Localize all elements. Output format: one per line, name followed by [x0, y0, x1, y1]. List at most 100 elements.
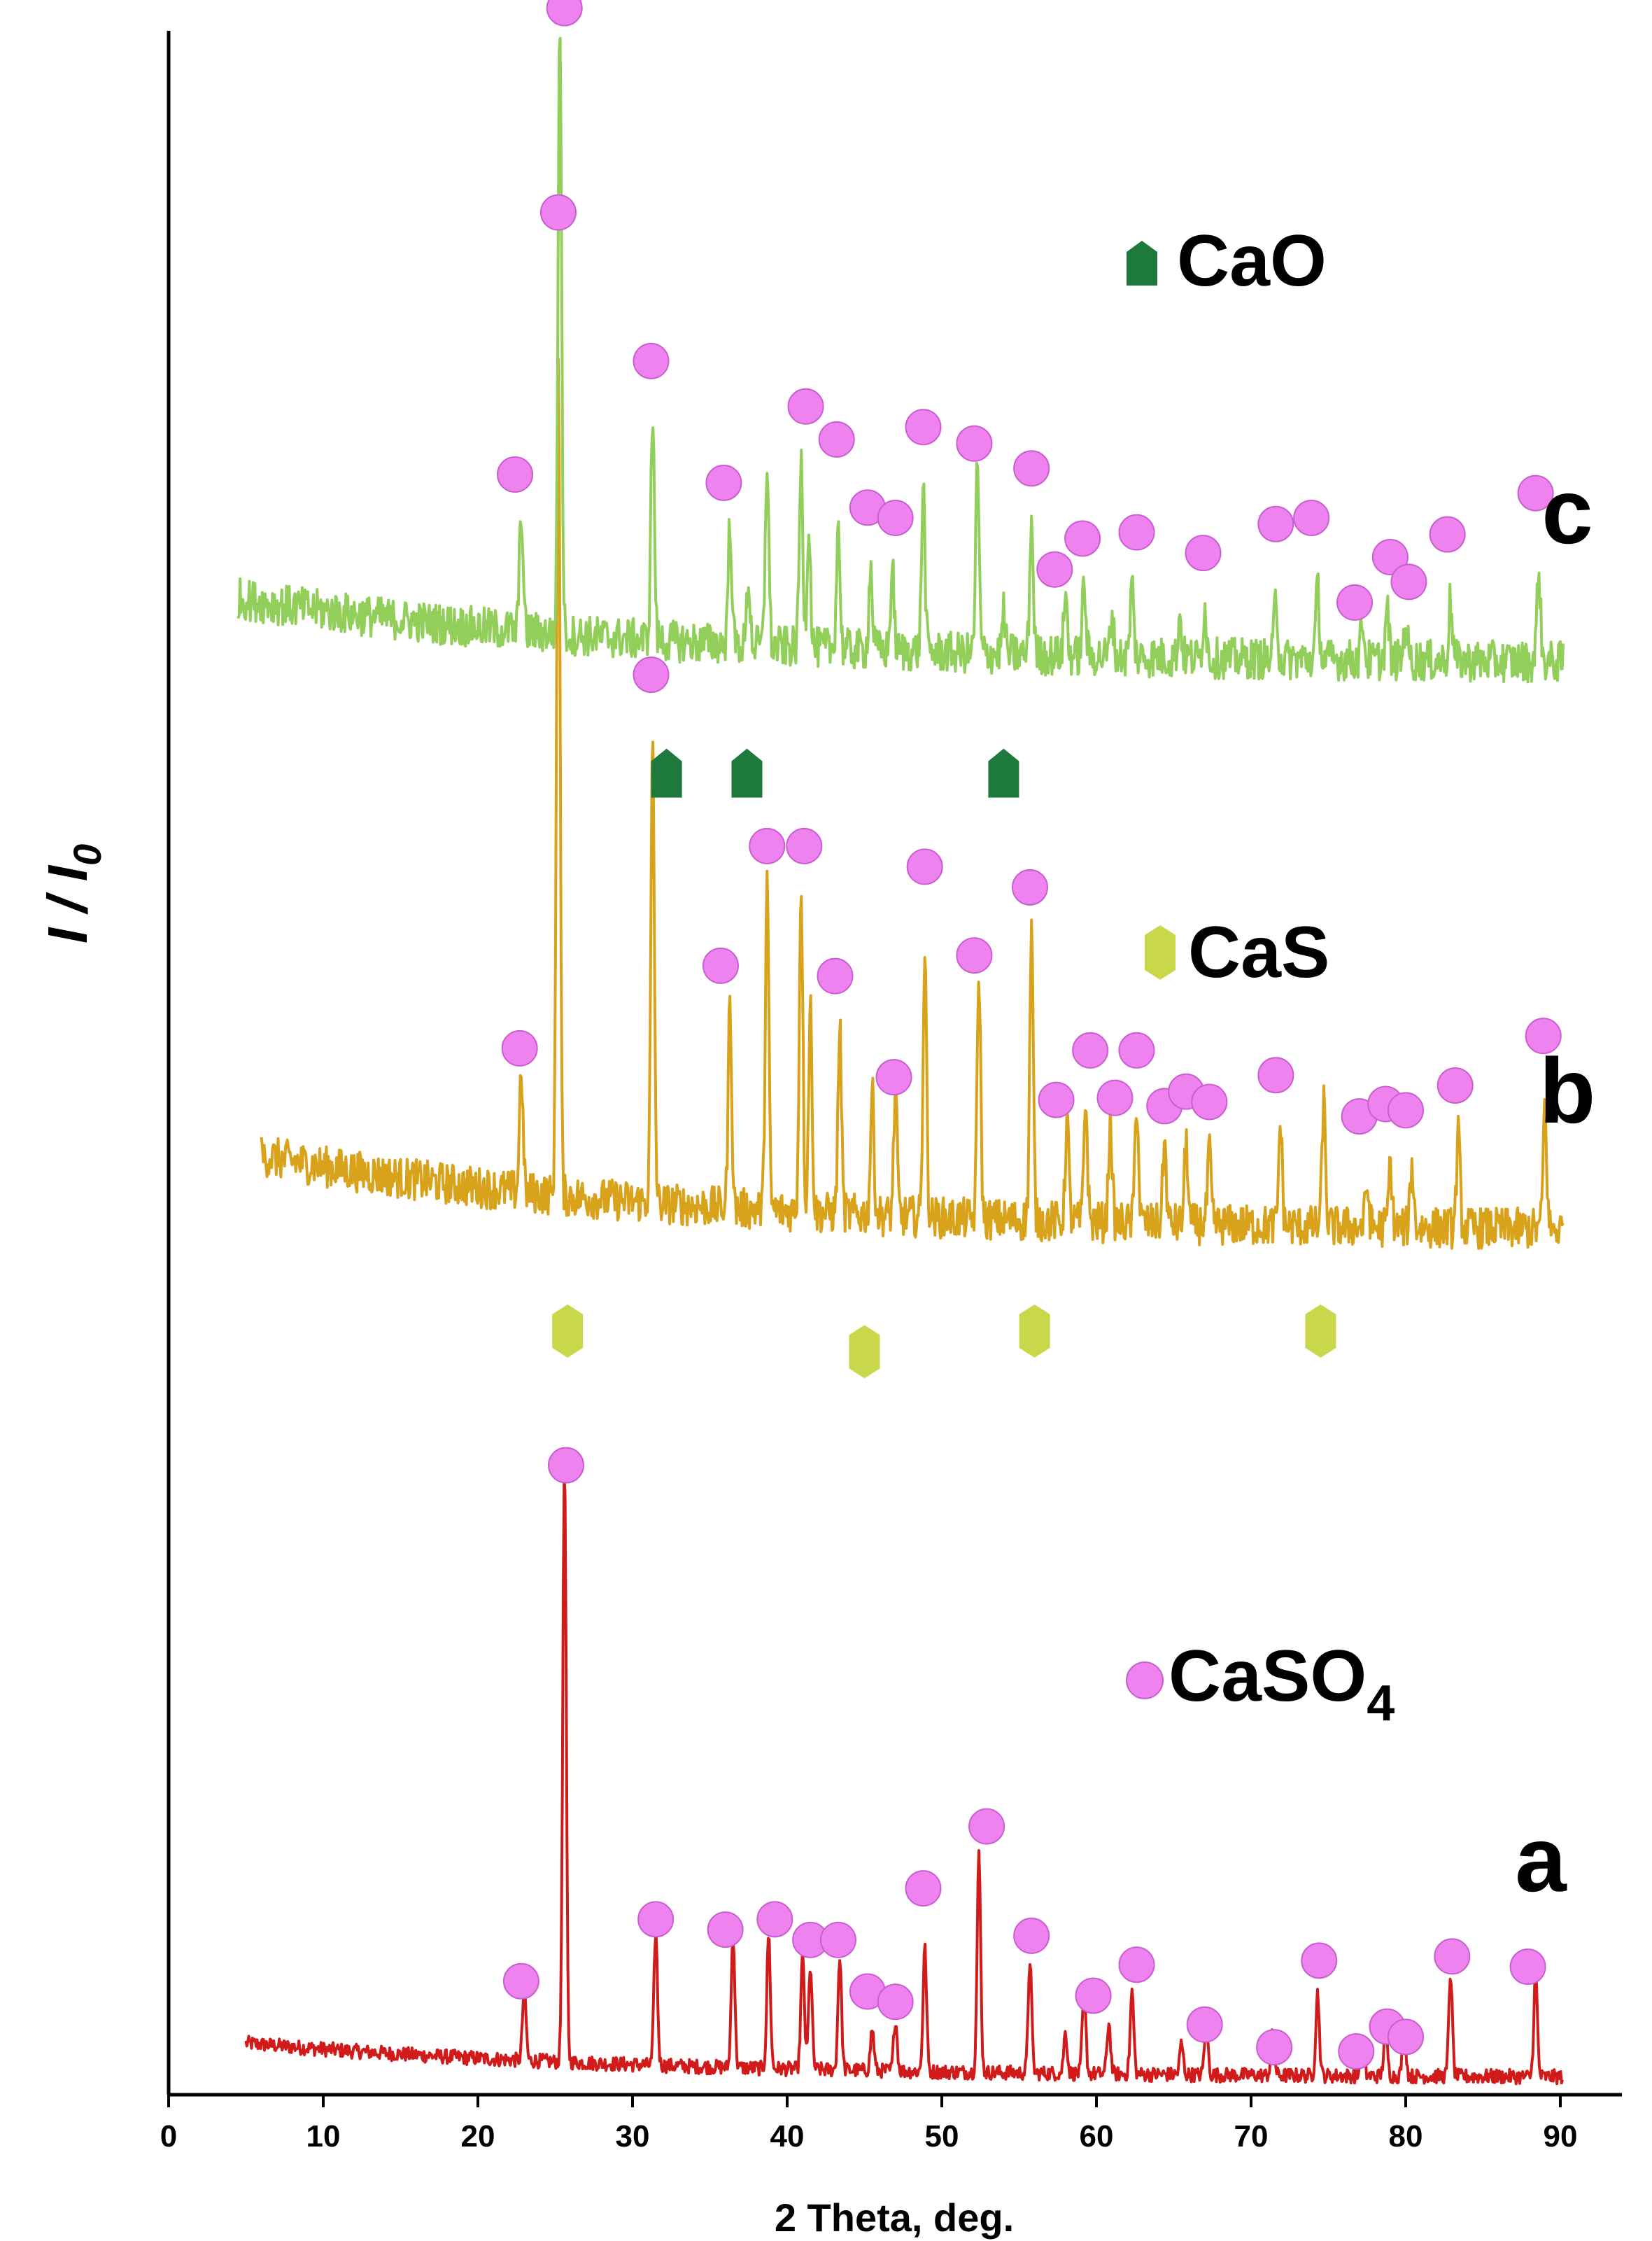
caso4-marker-a-12: [1075, 1977, 1112, 2014]
caso4-marker-c-18: [1371, 538, 1409, 575]
caso4-marker-b-23: [1525, 1018, 1562, 1055]
legend-caso4: CaSO4: [1126, 1636, 1395, 1731]
caso4-marker-b-5: [786, 827, 823, 864]
caso4-marker-b-18: [1257, 1057, 1294, 1094]
caso4-marker-c-19: [1390, 563, 1427, 600]
x-tick-label-70: 70: [1234, 2119, 1269, 2154]
cao-legend-marker: [1127, 241, 1157, 286]
caso4-marker-c-13: [1118, 514, 1155, 551]
x-tick-labels: 0 10 20 30 40 50 60 70 80 90: [160, 2119, 1578, 2154]
caso4-marker-b-14: [1118, 1032, 1155, 1069]
caso4-marker-a-2: [637, 1901, 675, 1938]
caso4-marker-c-14: [1185, 535, 1222, 572]
caso4-marker-b-10: [1011, 869, 1048, 906]
x-axis-label: 2 Theta, deg.: [775, 2196, 1014, 2240]
caso4-legend-marker: [1126, 1662, 1164, 1699]
curve-a: [244, 1472, 1565, 2086]
y-axis-label: I / I: [36, 864, 99, 943]
cao-marker-0: [651, 748, 682, 798]
caso4-marker-c-10: [1013, 450, 1050, 487]
caso4-marker-b-8: [906, 848, 943, 885]
caso4-marker-b-2: [633, 656, 670, 694]
cas-marker-0: [552, 1304, 584, 1358]
caso4-marker-b-4: [749, 827, 786, 864]
legend-cas: CaS: [1145, 912, 1329, 993]
svg-text:I / I0: I / I0: [36, 844, 109, 943]
legend-cao: CaO: [1127, 220, 1327, 302]
curves: [236, 36, 1565, 2086]
svg-text:CaSO4: CaSO4: [1169, 1636, 1395, 1731]
caso4-marker-a-14: [1186, 2006, 1223, 2043]
caso4-marker-b-21: [1388, 1092, 1424, 1129]
caso4-marker-a-3: [707, 1911, 744, 1948]
caso4-marker-c-12: [1064, 520, 1101, 557]
caso4-marker-c-1: [546, 0, 583, 27]
curve-label-a: a: [1515, 1808, 1567, 1911]
caso4-marker-b-12: [1072, 1032, 1109, 1069]
caso4-marker-a-16: [1301, 1942, 1338, 1979]
caso4-marker-c-9: [956, 425, 993, 462]
caso4-marker-c-5: [818, 421, 855, 458]
cas-marker-3: [1305, 1304, 1336, 1358]
curve-b: [260, 358, 1565, 1250]
x-ticks: [167, 2095, 1562, 2107]
caso4-marker-c-17: [1336, 584, 1374, 621]
caso4-marker-a-8: [877, 1983, 914, 2021]
y-axis-label-group: I / I0: [36, 844, 109, 943]
x-tick-label-60: 60: [1080, 2119, 1114, 2154]
caso4-marker-a-17: [1338, 2033, 1375, 2070]
caso4-marker-a-0: [502, 1962, 539, 2000]
caso4-marker-a-19: [1388, 2018, 1424, 2056]
caso4-marker-a-13: [1118, 1946, 1155, 1983]
caso4-marker-a-1: [547, 1447, 584, 1484]
caso4-marker-b-11: [1038, 1081, 1075, 1118]
x-tick-label-80: 80: [1389, 2119, 1423, 2154]
caso4-marker-c-3: [705, 464, 742, 501]
caso4-marker-a-15: [1256, 2029, 1293, 2066]
caso4-marker-c-0: [497, 456, 534, 493]
caso4-marker-b-6: [817, 957, 854, 995]
x-tick-label-30: 30: [616, 2119, 650, 2154]
caso4-marker-a-4: [756, 1901, 793, 1938]
x-tick-label-20: 20: [461, 2119, 495, 2154]
caso4-marker-c-8: [905, 409, 942, 446]
cao-marker-2: [988, 748, 1019, 798]
y-axis-label-sub: 0: [65, 844, 109, 866]
caso4-marker-c-7: [877, 499, 914, 536]
caso4-marker-b-3: [702, 947, 739, 984]
svg-text:CaO: CaO: [1177, 220, 1327, 302]
x-tick-label-10: 10: [306, 2119, 341, 2154]
caso4-marker-c-20: [1429, 516, 1466, 553]
caso4-marker-b-17: [1191, 1083, 1228, 1120]
cas-marker-1: [849, 1325, 880, 1379]
cas-legend-marker: [1145, 925, 1176, 980]
caso4-marker-c-21: [1517, 475, 1554, 512]
cas-marker-2: [1019, 1304, 1050, 1358]
x-tick-label-0: 0: [160, 2119, 177, 2154]
caso4-marker-c-2: [633, 342, 670, 379]
caso4-marker-a-11: [1013, 1917, 1050, 1954]
x-tick-label-50: 50: [925, 2119, 959, 2154]
caso4-marker-b-0: [501, 1030, 538, 1067]
caso4-marker-c-4: [787, 388, 824, 425]
caso4-marker-a-9: [905, 1870, 942, 1907]
curve-label-b: b: [1539, 1039, 1596, 1142]
caso4-marker-a-20: [1434, 1938, 1471, 1975]
curve-label-c: c: [1541, 460, 1593, 563]
caso4-marker-a-21: [1509, 1948, 1546, 1986]
caso4-marker-c-11: [1036, 551, 1073, 588]
caso4-marker-b-1: [539, 194, 577, 231]
x-tick-label-90: 90: [1544, 2119, 1578, 2154]
caso4-marker-b-9: [956, 937, 993, 974]
curve-c: [236, 36, 1565, 684]
cao-marker-1: [731, 748, 763, 798]
caso4-marker-a-6: [819, 1921, 856, 1958]
caso4-marker-c-15: [1257, 505, 1294, 542]
caso4-marker-b-22: [1436, 1067, 1474, 1104]
x-tick-label-40: 40: [770, 2119, 805, 2154]
caso4-marker-b-7: [875, 1059, 912, 1096]
caso4-marker-a-10: [968, 1808, 1005, 1845]
caso4-marker-c-16: [1293, 499, 1330, 536]
caso4-marker-b-13: [1096, 1079, 1134, 1116]
